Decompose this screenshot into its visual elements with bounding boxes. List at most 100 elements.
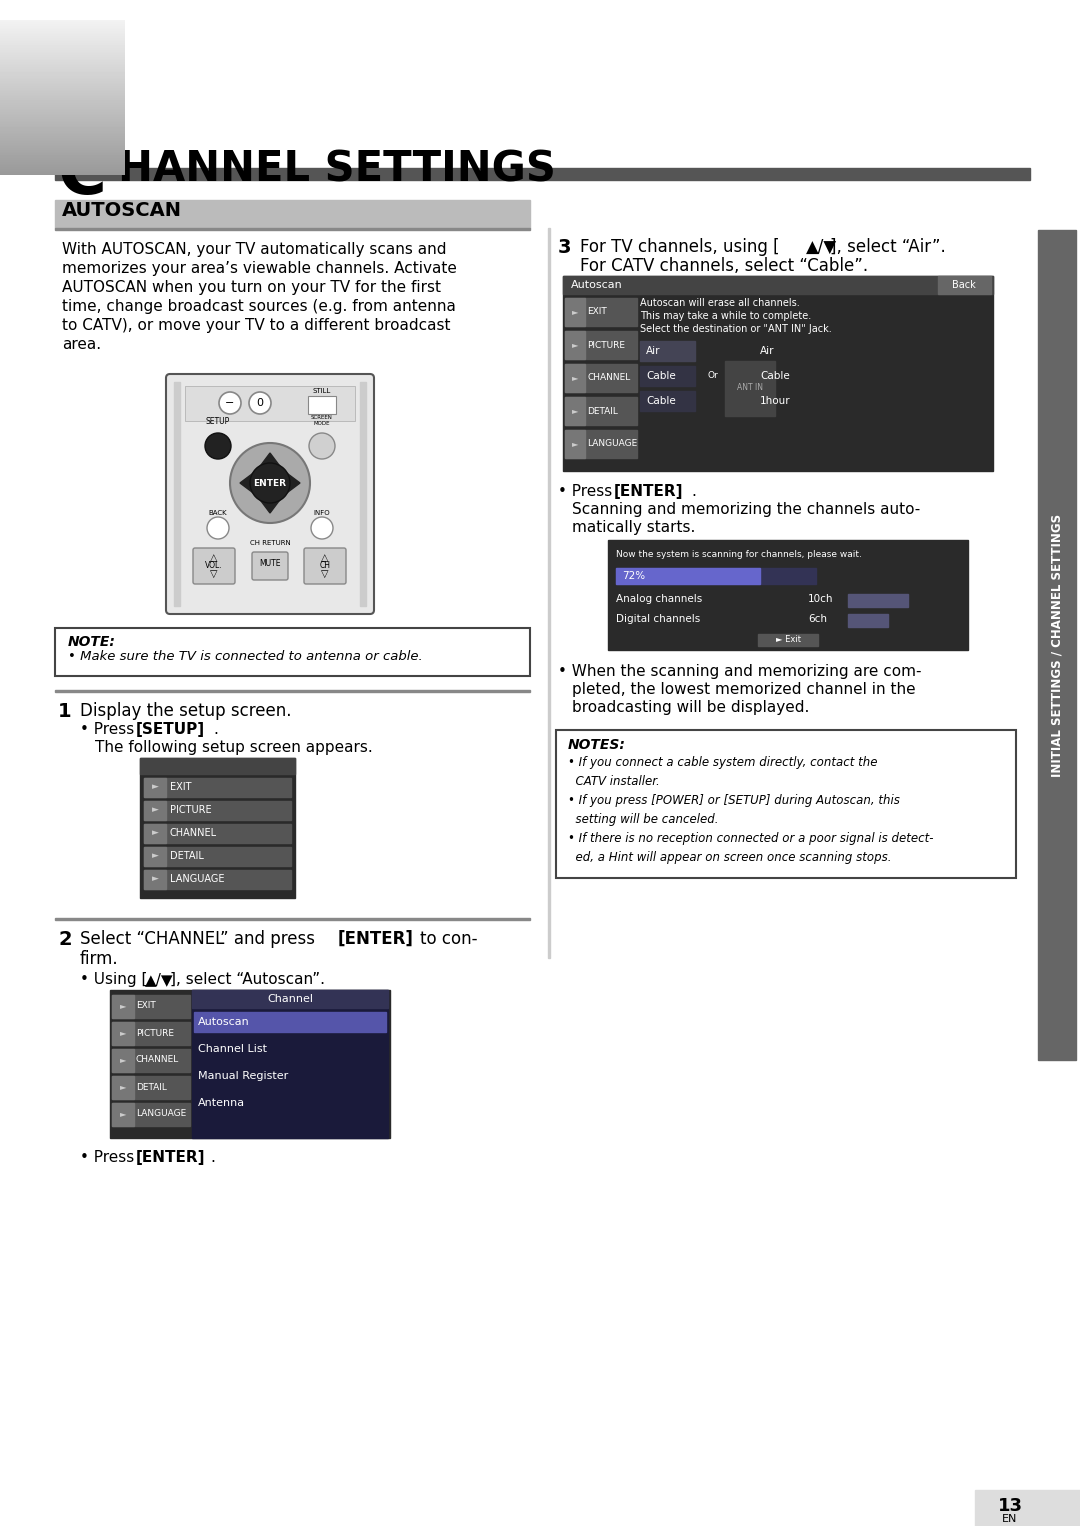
Text: ►: ► [120, 1056, 126, 1065]
Text: Analog channels: Analog channels [616, 594, 702, 604]
Text: ENTER: ENTER [254, 479, 286, 487]
Text: • Press: • Press [80, 722, 139, 737]
Bar [144, 824, 291, 842]
Bar [192, 990, 388, 1138]
Text: MUTE: MUTE [259, 560, 281, 569]
FancyBboxPatch shape [252, 552, 288, 580]
Circle shape [249, 392, 271, 414]
Text: CH RETURN: CH RETURN [249, 540, 291, 546]
Bar [640, 340, 696, 362]
Text: 1: 1 [58, 702, 71, 720]
Text: Cable: Cable [646, 371, 676, 382]
Text: Scanning and memorizing the channels auto-: Scanning and memorizing the channels aut… [572, 502, 920, 517]
Bar [565, 430, 585, 458]
Bar [144, 824, 166, 842]
Bar [640, 391, 696, 410]
Text: CH: CH [320, 562, 330, 571]
Text: Manual Register: Manual Register [198, 1071, 288, 1080]
Text: 6ch: 6ch [808, 613, 827, 624]
Bar [185, 386, 355, 421]
FancyBboxPatch shape [55, 629, 530, 676]
Text: 2: 2 [58, 929, 71, 949]
Bar [144, 870, 291, 890]
Bar [112, 1022, 190, 1045]
Text: • If there is no reception connected or a poor signal is detect-: • If there is no reception connected or … [568, 832, 933, 845]
Bar [640, 366, 696, 386]
FancyBboxPatch shape [556, 729, 1016, 877]
Circle shape [249, 462, 291, 504]
Bar [140, 758, 295, 897]
Bar [0, 0, 1080, 180]
Bar [565, 365, 637, 392]
Bar [112, 995, 190, 1018]
Text: ►: ► [571, 374, 578, 383]
Text: EXIT: EXIT [170, 781, 191, 792]
Text: setting will be canceled.: setting will be canceled. [568, 813, 718, 826]
Text: C: C [58, 142, 107, 208]
Text: CHANNEL: CHANNEL [136, 1056, 179, 1065]
Bar [112, 1076, 190, 1099]
Bar [975, 1489, 1080, 1526]
Text: AUTOSCAN when you turn on your TV for the first: AUTOSCAN when you turn on your TV for th… [62, 279, 441, 295]
Text: .: . [691, 484, 696, 499]
Text: ►: ► [151, 806, 159, 815]
Bar [144, 801, 291, 819]
Text: firm.: firm. [80, 951, 119, 967]
Text: Air: Air [646, 346, 661, 356]
Text: Display the setup screen.: Display the setup screen. [80, 702, 292, 720]
Text: SETUP: SETUP [206, 417, 230, 426]
Text: 3: 3 [558, 238, 571, 256]
Bar [1038, 230, 1076, 1061]
Text: ▲/▼: ▲/▼ [145, 972, 174, 987]
Circle shape [219, 392, 241, 414]
Text: 72%: 72% [622, 571, 645, 581]
Text: EXIT: EXIT [588, 308, 607, 316]
Text: NOTE:: NOTE: [68, 635, 116, 649]
Text: ANT IN: ANT IN [737, 383, 762, 392]
Text: matically starts.: matically starts. [572, 520, 696, 536]
Text: NOTES:: NOTES: [568, 739, 626, 752]
Text: ►: ► [571, 340, 578, 349]
Text: CHANNEL: CHANNEL [588, 374, 631, 383]
Text: 1hour: 1hour [760, 397, 791, 406]
Text: [ENTER]: [ENTER] [136, 1151, 205, 1164]
Bar [565, 298, 585, 327]
Bar [360, 382, 366, 606]
Text: ▽: ▽ [321, 569, 328, 578]
Text: ▽: ▽ [211, 569, 218, 578]
Bar [144, 801, 166, 819]
Bar [548, 227, 550, 958]
Text: EN: EN [1002, 1514, 1017, 1524]
Bar [192, 990, 388, 1009]
Text: to CATV), or move your TV to a different broadcast: to CATV), or move your TV to a different… [62, 317, 450, 333]
Text: ►: ► [120, 1001, 126, 1010]
Text: DETAIL: DETAIL [136, 1082, 167, 1091]
Bar [144, 870, 166, 890]
Bar [565, 331, 585, 359]
Text: Cable: Cable [760, 371, 789, 382]
Text: VOL.: VOL. [205, 562, 222, 571]
Text: AUTOSCAN: AUTOSCAN [62, 201, 183, 220]
Bar [174, 382, 180, 606]
Bar [939, 276, 991, 295]
FancyBboxPatch shape [166, 374, 374, 613]
Bar [55, 168, 1030, 180]
Text: Autoscan: Autoscan [198, 1016, 249, 1027]
Bar [563, 276, 993, 472]
Text: Channel: Channel [267, 993, 313, 1004]
Text: 13: 13 [998, 1497, 1023, 1515]
Bar [758, 633, 818, 645]
Text: SCREEN
MODE: SCREEN MODE [311, 415, 333, 426]
Bar [110, 990, 390, 1138]
Polygon shape [240, 472, 256, 494]
Bar [144, 847, 291, 865]
Bar [112, 1048, 190, 1071]
Text: Cable: Cable [646, 397, 676, 406]
Bar [140, 758, 295, 774]
Text: INFO: INFO [313, 510, 330, 516]
Text: 0: 0 [257, 398, 264, 407]
Bar [112, 1103, 190, 1126]
Text: Antenna: Antenna [198, 1099, 245, 1108]
Text: ►: ► [151, 783, 159, 792]
Bar [144, 778, 166, 797]
